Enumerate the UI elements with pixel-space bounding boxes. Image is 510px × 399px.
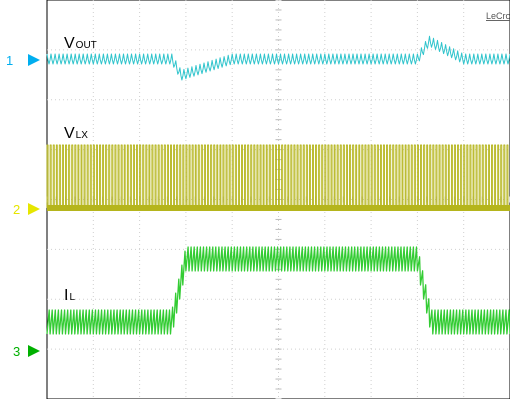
channel-1-marker: 1 <box>6 53 40 68</box>
vlx-label-main: V <box>64 125 75 142</box>
channel-3-arrow-icon <box>28 345 40 357</box>
traces <box>46 35 510 335</box>
vout-label: VOUT <box>64 35 97 52</box>
il-trace <box>46 246 510 335</box>
channel-1-number: 1 <box>6 53 13 68</box>
channel-3-number: 3 <box>13 344 20 359</box>
channel-2-marker: 2 <box>13 202 40 217</box>
vlx-baseline-band <box>47 205 510 211</box>
channel-2-arrow-icon <box>28 203 40 215</box>
channel-3-marker: 3 <box>13 344 40 359</box>
vout-trace <box>46 35 510 81</box>
vlx-trace <box>46 144 510 209</box>
vlx-label-sub: LX <box>76 130 89 141</box>
il-label-sub: L <box>69 292 75 303</box>
vout-label-main: V <box>64 35 75 52</box>
channel-2-number: 2 <box>13 202 20 217</box>
vlx-label: VLX <box>64 125 88 142</box>
channel-1-arrow-icon <box>28 54 40 66</box>
vout-label-sub: OUT <box>76 40 97 51</box>
il-label: IL <box>64 287 75 304</box>
brand-label: LeCroy <box>486 11 510 21</box>
il-label-main: I <box>64 287 68 304</box>
